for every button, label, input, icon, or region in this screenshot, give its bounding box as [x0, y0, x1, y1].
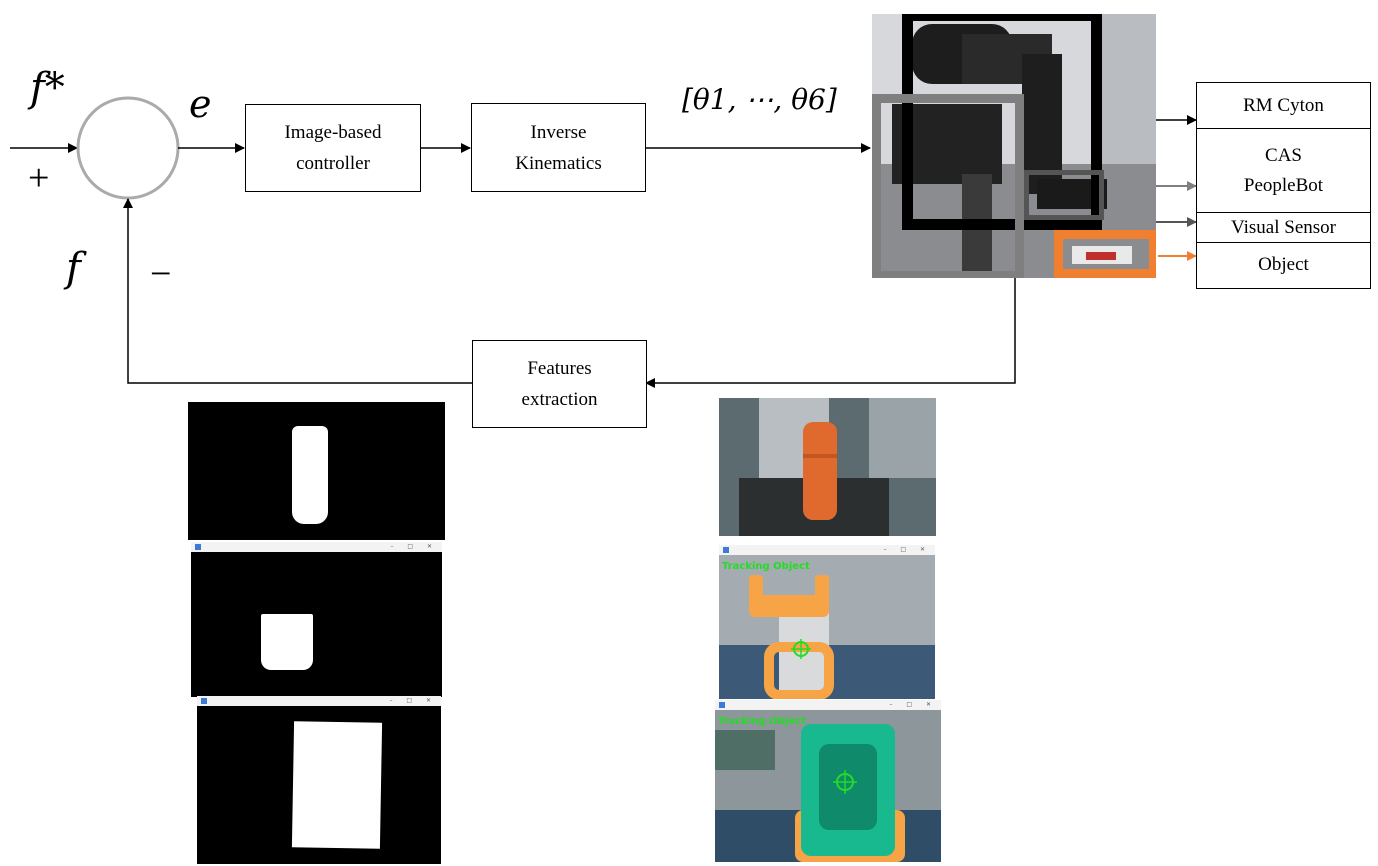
- object-highlight: [1054, 230, 1156, 278]
- legend-label-peoplebot: CAS PeopleBot: [1243, 144, 1324, 196]
- camera-image-2: – □ ✕ Tracking Object: [719, 545, 935, 699]
- mask-object-blob: [292, 426, 328, 524]
- robot-illustration: [872, 14, 1156, 278]
- minus-sign: −: [150, 253, 172, 295]
- legend-item-object: Object: [1197, 243, 1370, 287]
- inverse-kinematics-block-label: Inverse Kinematics: [515, 121, 602, 174]
- inverse-kinematics-block: Inverse Kinematics: [471, 103, 646, 192]
- joint-vector-label: [θ1, ⋯, θ6]: [682, 83, 837, 116]
- camera-scene-3: [715, 710, 941, 862]
- window-controls-icon: – □ ✕: [389, 697, 437, 704]
- camera-scene-2: [719, 555, 935, 699]
- window-controls-icon: – □ ✕: [883, 546, 931, 553]
- plus-sign: +: [28, 157, 50, 199]
- feedback-line-features-to-junction: [123, 198, 472, 384]
- peoplebot-highlight: [872, 94, 1024, 278]
- legend-item-peoplebot: CAS PeopleBot: [1197, 129, 1370, 213]
- controller-block-label: Image-based controller: [284, 122, 382, 174]
- mask-object-blob: [291, 721, 383, 849]
- features-extraction-block-label: Features extraction: [521, 358, 598, 410]
- camera-scene-1: [719, 398, 936, 536]
- camera-image-1: [719, 398, 936, 536]
- legend-item-visual-sensor: Visual Sensor: [1197, 213, 1370, 243]
- window-titlebar: – □ ✕: [191, 542, 442, 552]
- tracking-label: Tracking Object: [718, 716, 806, 727]
- legend-label-rm-cyton: RM Cyton: [1243, 94, 1324, 116]
- legend-item-rm-cyton: RM Cyton: [1197, 83, 1370, 129]
- feedback-label: f: [66, 245, 81, 291]
- tracking-label: Tracking Object: [722, 561, 810, 572]
- window-app-icon: [719, 702, 725, 708]
- legend-box: RM Cyton CAS PeopleBot Visual Sensor Obj…: [1196, 82, 1371, 289]
- binary-mask-image-1: [188, 402, 445, 540]
- rm-cyton-highlight: [902, 14, 1102, 230]
- window-app-icon: [201, 698, 207, 704]
- error-label: e: [189, 82, 212, 126]
- feedback-line-robot-to-features: [645, 278, 1016, 388]
- window-controls-icon: – □ ✕: [889, 701, 937, 708]
- camera-image-3: – □ ✕ Tracking Object: [715, 700, 941, 862]
- window-controls-icon: – □ ✕: [390, 543, 438, 550]
- window-app-icon: [723, 547, 729, 553]
- visual-sensor-highlight: [1024, 170, 1104, 220]
- legend-label-visual-sensor: Visual Sensor: [1231, 216, 1336, 238]
- robot-photo: [872, 14, 1156, 278]
- window-app-icon: [195, 544, 201, 550]
- mask-object-blob: [261, 614, 313, 670]
- window-titlebar: – □ ✕: [197, 696, 441, 706]
- window-titlebar: – □ ✕: [719, 545, 935, 555]
- legend-label-object: Object: [1258, 254, 1309, 275]
- binary-mask-image-2: – □ ✕: [191, 542, 442, 697]
- reference-label: f*: [30, 65, 65, 111]
- summing-junction: [76, 96, 180, 200]
- window-titlebar: – □ ✕: [715, 700, 941, 710]
- binary-mask-image-3: – □ ✕: [197, 696, 441, 864]
- features-extraction-block: Features extraction: [472, 340, 647, 428]
- controller-block: Image-based controller: [245, 104, 421, 192]
